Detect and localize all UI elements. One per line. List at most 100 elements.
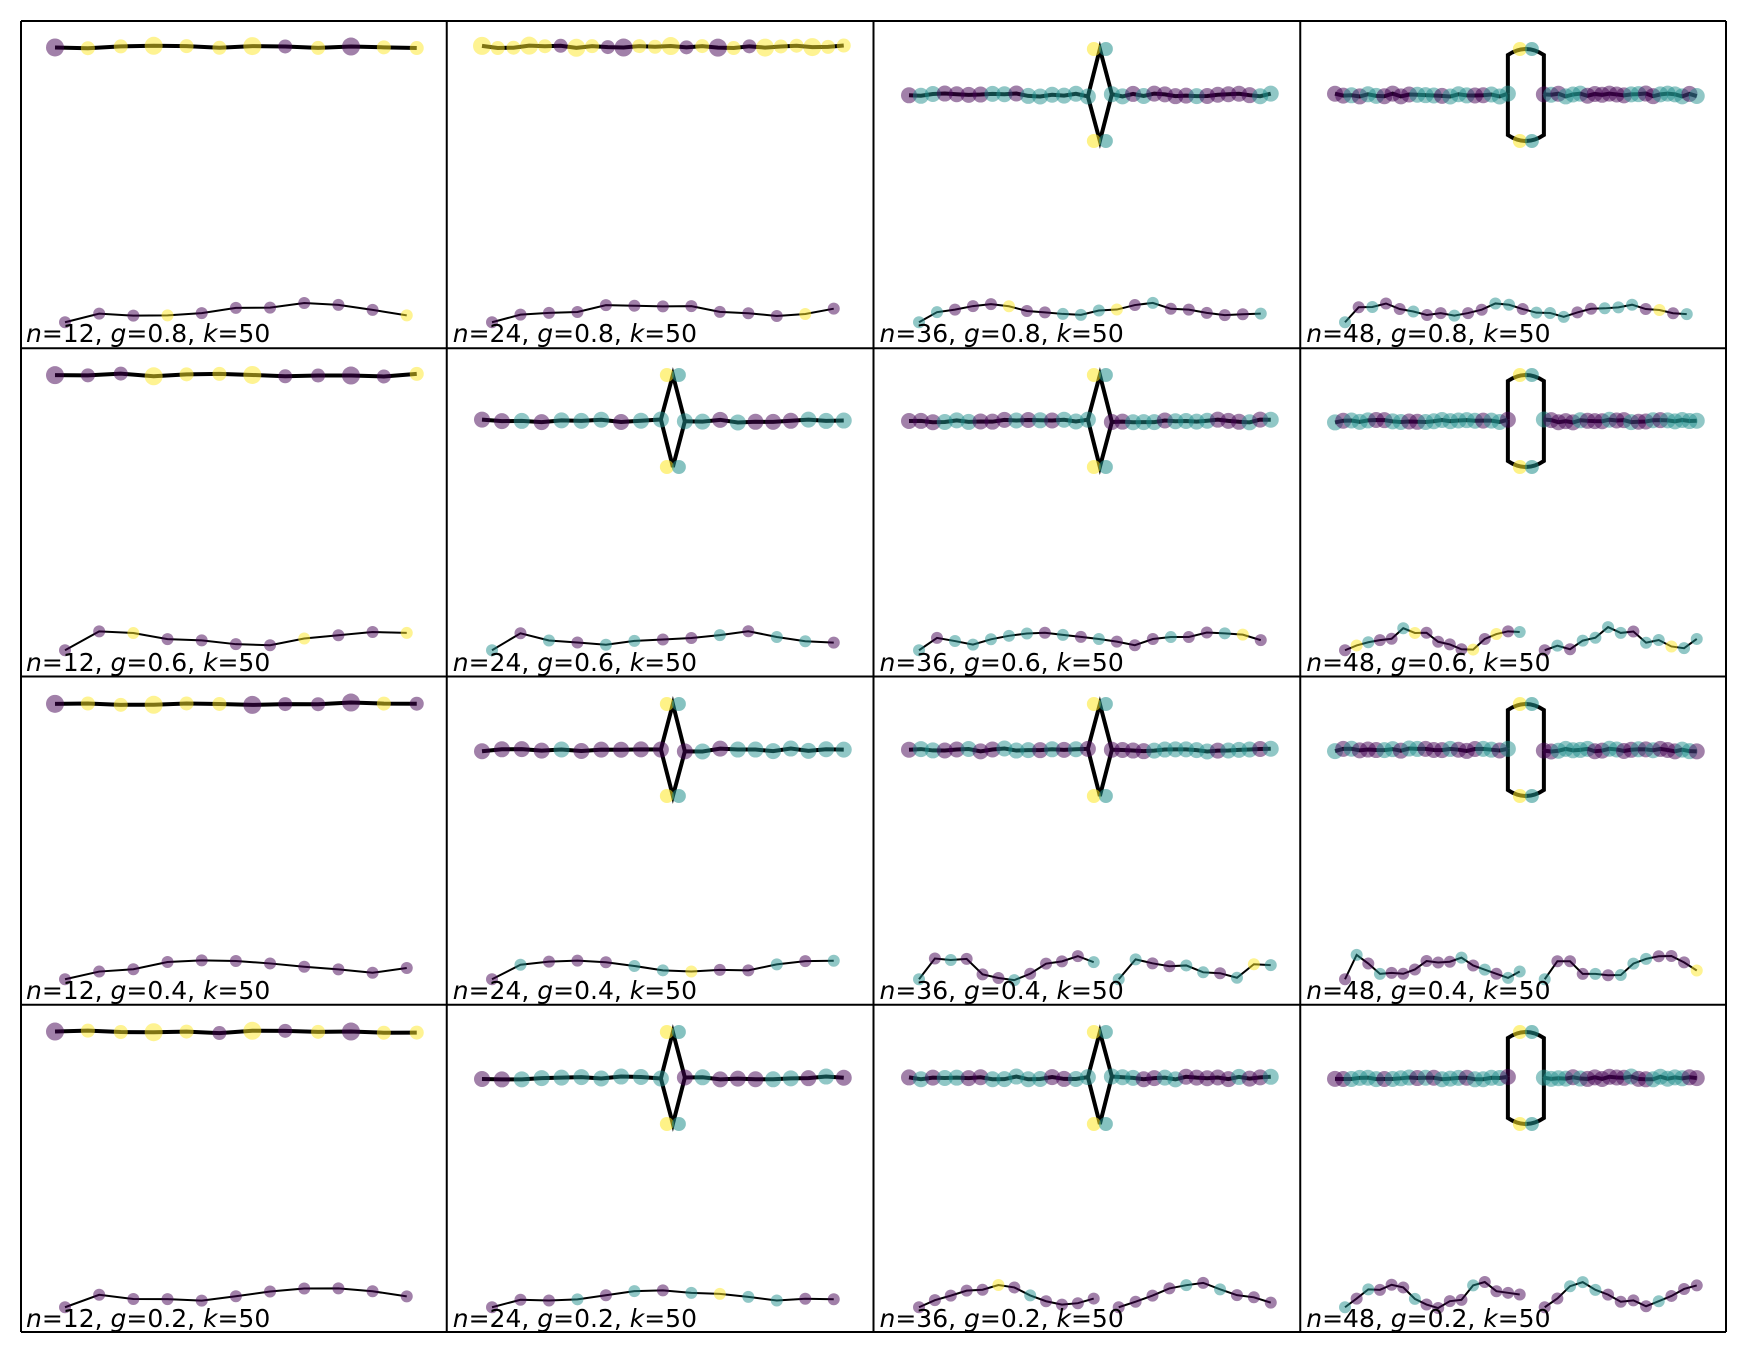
chain-node — [1614, 1295, 1627, 1308]
junction-node — [659, 460, 674, 475]
edge-path — [684, 746, 844, 753]
node — [983, 85, 1000, 102]
chain-node — [1397, 967, 1410, 980]
node — [179, 367, 194, 382]
chain-node — [799, 635, 812, 648]
label-g-value: =0.2, — [553, 1304, 630, 1333]
node — [1079, 740, 1096, 757]
node — [113, 39, 128, 54]
chain-node — [1230, 1288, 1243, 1301]
node — [747, 1071, 764, 1088]
panel-11: n=36, g=0.4, k=50 — [874, 677, 1301, 1005]
node — [409, 367, 424, 382]
node — [983, 1071, 1000, 1088]
label-k-symbol: k — [629, 975, 645, 1005]
label-k-symbol: k — [1056, 1304, 1071, 1333]
junction-node — [1086, 368, 1101, 383]
chain-node — [1639, 303, 1652, 316]
panel-label: n=24, g=0.4, k=50 — [452, 975, 697, 1005]
chain-node — [1385, 966, 1398, 979]
node — [708, 38, 727, 57]
chain-node — [1432, 636, 1445, 649]
chain-node — [713, 963, 726, 976]
label-n-value: =48, — [1322, 1304, 1391, 1333]
panel-label: n=48, g=0.6, k=50 — [1306, 647, 1550, 677]
node — [900, 1069, 917, 1086]
chain-node — [571, 1293, 584, 1306]
node — [948, 741, 965, 758]
chain-node — [571, 954, 584, 967]
label-n-value: =24, — [468, 1304, 538, 1333]
chain-node — [960, 1284, 973, 1297]
node — [513, 740, 530, 757]
node — [1067, 1070, 1084, 1087]
chain-node — [1551, 639, 1564, 652]
node — [573, 1068, 590, 1085]
label-n-symbol: n — [1306, 647, 1323, 677]
chain-node — [1409, 1292, 1422, 1305]
node — [835, 412, 852, 429]
label-g-symbol: g — [1390, 975, 1407, 1005]
node — [960, 1069, 977, 1086]
label-k-symbol: k — [1056, 975, 1071, 1005]
node — [773, 39, 788, 54]
chain-node — [1409, 627, 1422, 640]
node — [243, 695, 262, 714]
junction-node — [1098, 788, 1113, 803]
chain-node — [1420, 954, 1433, 967]
bottom-chain — [59, 953, 413, 985]
chain-node — [713, 1287, 726, 1300]
label-n-value: =24, — [468, 975, 538, 1005]
chain-node — [1467, 643, 1480, 656]
node — [212, 1025, 227, 1040]
panel-graph — [900, 41, 1279, 329]
chain-node — [59, 316, 71, 329]
chain-node — [1652, 949, 1665, 962]
chain-node — [1479, 633, 1492, 646]
junction-node — [1086, 1024, 1101, 1039]
chain-node — [656, 963, 669, 976]
node — [983, 740, 1000, 757]
junction-node — [1525, 460, 1540, 475]
label-n-symbol: n — [1306, 319, 1323, 349]
node — [1007, 412, 1024, 429]
chain-node — [742, 1290, 755, 1303]
label-n-value: =36, — [895, 975, 965, 1005]
panel-label: n=36, g=0.6, k=50 — [880, 648, 1124, 677]
label-g-symbol: g — [537, 975, 554, 1005]
node — [584, 39, 599, 54]
top-graph — [473, 695, 852, 804]
node — [506, 40, 521, 55]
node — [1689, 742, 1705, 759]
node — [676, 1069, 693, 1086]
label-n-symbol: n — [879, 975, 896, 1005]
node — [1019, 87, 1036, 104]
node — [376, 1025, 391, 1040]
chain-node — [1385, 632, 1398, 645]
chain-node — [1055, 1298, 1068, 1311]
node — [1500, 740, 1517, 757]
panel-16: n=48, g=0.2, k=50 — [1300, 1005, 1727, 1333]
bottom-chain — [1339, 1275, 1703, 1314]
label-n-symbol: n — [879, 319, 896, 349]
panel-graph — [46, 366, 424, 657]
chain-node — [1380, 297, 1393, 310]
chain-node — [1366, 300, 1379, 313]
panel-label: n=48, g=0.8, k=50 — [1306, 320, 1550, 348]
edge-path — [481, 1074, 661, 1082]
chain-node — [1490, 967, 1503, 980]
label-g-value: =0.4, — [1406, 975, 1484, 1005]
chain-node — [1513, 626, 1526, 639]
junction-node — [1525, 696, 1540, 711]
label-g-value: =0.8, — [126, 319, 203, 349]
panel-graph — [1327, 696, 1705, 985]
chain-node — [229, 301, 242, 314]
chain-node — [1112, 1301, 1125, 1313]
chain-node — [366, 303, 379, 316]
label-n-symbol: n — [452, 975, 469, 1005]
chain-node — [1196, 1276, 1209, 1289]
node — [144, 367, 163, 386]
chain-node — [1236, 308, 1249, 321]
node — [1031, 1070, 1048, 1087]
label-n-symbol: n — [452, 1304, 469, 1333]
